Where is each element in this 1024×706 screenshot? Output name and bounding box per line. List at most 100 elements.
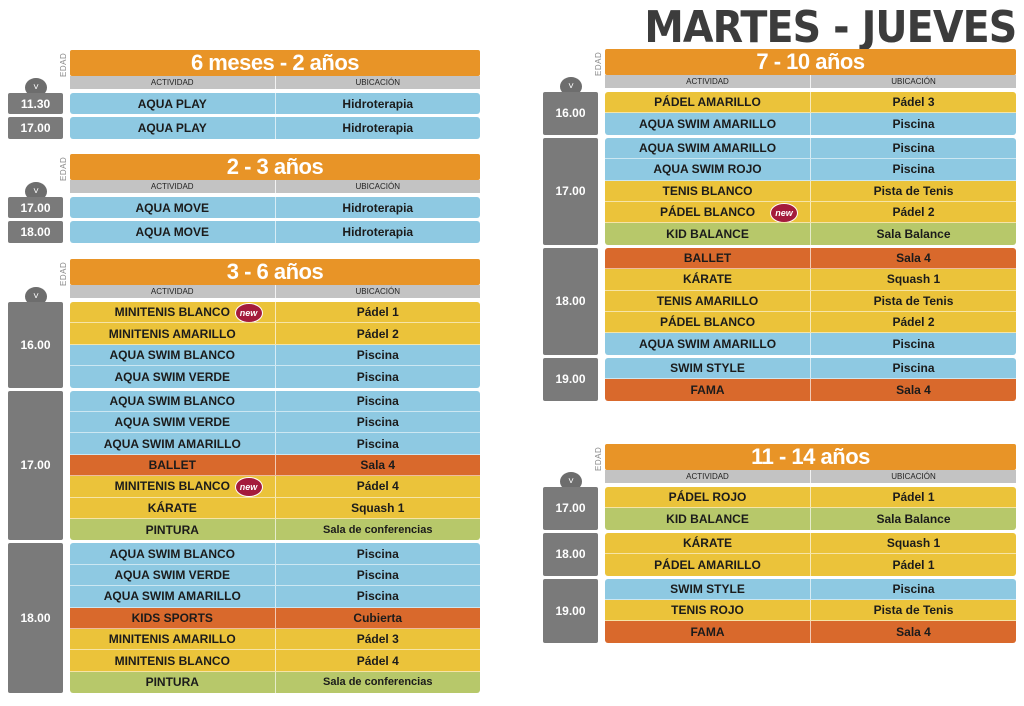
activity-name: AQUA SWIM AMARILLO xyxy=(70,586,276,607)
activity-group: AQUA MOVE Hidroterapia xyxy=(70,221,480,243)
activity-row: BALLET Sala 4 xyxy=(70,454,480,477)
activity-location: Sala 4 xyxy=(896,625,931,640)
activity-location: Piscina xyxy=(356,347,399,362)
activity-row: FAMA Sala 4 xyxy=(605,621,1016,643)
activity-location: Piscina xyxy=(892,140,935,155)
column-header-activity: ACTIVIDAD xyxy=(70,285,276,298)
time-slot: 18.00 xyxy=(543,247,598,355)
activity-name: MINITENIS AMARILLO xyxy=(70,323,276,344)
activity-name: AQUA PLAY xyxy=(70,117,276,139)
activity-location: Piscina xyxy=(356,589,399,604)
activity-name: AQUA SWIM ROJO xyxy=(605,159,811,180)
activity-name: AQUA SWIM VERDE xyxy=(70,564,276,586)
activity-row: TENIS AMARILLO Pista de Tenis xyxy=(605,290,1016,312)
new-badge: new xyxy=(770,202,798,223)
column-header-activity: ACTIVIDAD xyxy=(605,470,811,483)
activity-location: Sala 4 xyxy=(896,382,931,397)
edad-label: EDAD xyxy=(594,446,603,472)
column-header-location: UBICACIÓN xyxy=(355,78,400,87)
activity-row: MINITENIS AMARILLO Pádel 3 xyxy=(70,628,480,651)
activity-name: KÁRATE xyxy=(70,497,276,518)
activity-name: AQUA MOVE xyxy=(70,221,276,243)
activity-location: Piscina xyxy=(356,436,399,451)
activity-location: Hidroterapia xyxy=(342,121,414,136)
activity-name: AQUA MOVE xyxy=(70,197,276,219)
column-headers: ACTIVIDAD UBICACIÓN xyxy=(70,76,480,89)
column-header-location: UBICACIÓN xyxy=(355,182,400,191)
activity-row: MINITENIS BLANCO Pádel 4 xyxy=(70,650,480,672)
new-badge: new xyxy=(234,477,263,497)
activity-group: AQUA MOVE Hidroterapia xyxy=(70,197,480,219)
activity-name: KID BALANCE xyxy=(605,508,811,530)
activity-name: TENIS AMARILLO xyxy=(605,290,811,311)
activity-row: AQUA SWIM AMARILLO Piscina xyxy=(605,333,1016,355)
activity-row: KÁRATE Squash 1 xyxy=(70,497,480,519)
activity-location: Pista de Tenis xyxy=(873,603,954,618)
column-header-location: UBICACIÓN xyxy=(355,287,400,296)
activity-location: Pádel 3 xyxy=(356,632,399,647)
activity-name: PÁDEL AMARILLO xyxy=(605,554,811,576)
activity-row: TENIS ROJO Pista de Tenis xyxy=(605,599,1016,622)
activity-location: Piscina xyxy=(892,117,935,132)
activity-row: KÁRATE Squash 1 xyxy=(605,269,1016,291)
activity-row: AQUA SWIM VERDE Piscina xyxy=(70,411,480,434)
time-slot: 16.00 xyxy=(543,92,598,135)
activity-location: Piscina xyxy=(892,360,935,375)
activity-location: Piscina xyxy=(892,581,935,596)
activity-name: MINITENIS BLANCO new xyxy=(70,476,276,497)
activity-row: SWIM STYLE Piscina xyxy=(605,578,1016,600)
activity-location: Sala 4 xyxy=(896,250,931,265)
activity-location: Pádel 4 xyxy=(356,653,399,668)
age-group-title: 3 - 6 años xyxy=(70,259,480,285)
activity-row: KID BALANCE Sala Balance xyxy=(605,508,1016,530)
age-group-title: 7 - 10 años xyxy=(605,49,1016,75)
age-section: EDAD 11 - 14 años ACTIVIDAD UBICACIÓN xyxy=(594,444,1016,483)
activity-location: Piscina xyxy=(356,546,399,561)
activity-row: AQUA SWIM ROJO Piscina xyxy=(605,159,1016,181)
activity-group: PÁDEL AMARILLO Pádel 3 AQUA SWIM AMARILLO P… xyxy=(605,92,1016,135)
page-title: MARTES - JUEVES xyxy=(643,2,1017,53)
activity-name: AQUA SWIM BLANCO xyxy=(70,543,276,564)
time-slot: 17.00 xyxy=(543,137,598,245)
activity-name: KID BALANCE xyxy=(605,223,811,245)
activity-name: FAMA xyxy=(605,379,811,401)
column-headers: ACTIVIDAD UBICACIÓN xyxy=(70,180,480,193)
activity-group: SWIM STYLE Piscina FAMA Sala 4 xyxy=(605,357,1016,401)
column-header-activity: ACTIVIDAD xyxy=(70,76,276,89)
activity-row: TENIS BLANCO Pista de Tenis xyxy=(605,180,1016,202)
time-slot: 17.00 xyxy=(543,487,598,530)
activity-row: FAMA Sala 4 xyxy=(605,379,1016,401)
activity-row: AQUA SWIM BLANCO Piscina xyxy=(70,543,480,565)
activity-group: KÁRATE Squash 1 PÁDEL AMARILLO Pádel 1 xyxy=(605,532,1016,576)
edad-label: EDAD xyxy=(594,51,603,77)
activity-location: Sala de conferencias xyxy=(323,523,433,536)
activity-group: BALLET Sala 4 KÁRATE Squash 1 TENIS AMARILLO… xyxy=(605,247,1016,355)
time-slot: 19.00 xyxy=(543,357,598,401)
activity-location: Sala Balance xyxy=(876,227,951,242)
activity-name: SWIM STYLE xyxy=(605,578,811,599)
activity-row: AQUA SWIM VERDE Piscina xyxy=(70,564,480,587)
activity-row: KIDS SPORTS Cubierta xyxy=(70,607,480,629)
activity-location: Pádel 2 xyxy=(892,205,935,220)
activity-name: AQUA SWIM AMARILLO xyxy=(605,333,811,355)
activity-row: KID BALANCE Sala Balance xyxy=(605,223,1016,245)
activity-group: PÁDEL ROJO Pádel 1 KID BALANCE Sala Balance xyxy=(605,487,1016,530)
age-group-title: 11 - 14 años xyxy=(605,444,1016,470)
activity-row: AQUA SWIM BLANCO Piscina xyxy=(70,344,480,367)
activity-location: Pádel 2 xyxy=(356,326,399,341)
activity-name: KIDS SPORTS xyxy=(70,607,276,628)
activity-row: AQUA PLAY Hidroterapia xyxy=(70,117,480,139)
activity-row: PINTURA Sala de conferencias xyxy=(70,518,480,541)
clock-icon: ˅ xyxy=(25,182,47,201)
activity-name: AQUA SWIM BLANCO xyxy=(70,344,276,366)
activity-row: PÁDEL AMARILLO Pádel 3 xyxy=(605,92,1016,114)
age-section: EDAD 2 - 3 años ACTIVIDAD UBICACIÓN xyxy=(59,154,480,193)
time-slot: 19.00 xyxy=(543,578,598,643)
activity-row: SWIM STYLE Piscina xyxy=(605,357,1016,380)
activity-location: Pádel 2 xyxy=(892,315,935,330)
activity-name: PINTURA xyxy=(70,671,276,694)
new-badge: new xyxy=(234,303,263,323)
activity-name: PÁDEL BLANCO new xyxy=(605,201,811,223)
time-slot: 11.30 xyxy=(8,93,63,115)
activity-location: Hidroterapia xyxy=(342,96,414,111)
